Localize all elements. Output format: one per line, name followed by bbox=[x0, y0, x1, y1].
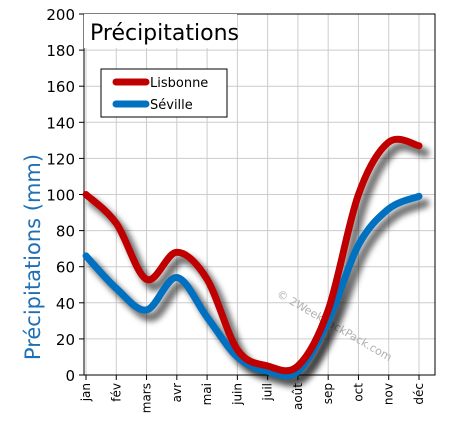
data-point bbox=[114, 286, 118, 290]
data-point bbox=[387, 207, 391, 211]
x-tick-label: déc bbox=[412, 383, 426, 405]
data-point bbox=[387, 140, 391, 144]
data-point bbox=[205, 277, 209, 281]
y-tick-label: 40 bbox=[56, 295, 75, 313]
x-tick-label: août bbox=[291, 383, 305, 410]
data-point bbox=[84, 193, 88, 196]
data-point bbox=[145, 308, 149, 312]
y-tick-label: 0 bbox=[65, 367, 75, 385]
data-point bbox=[356, 243, 360, 247]
y-tick-label: 200 bbox=[46, 6, 75, 24]
data-point bbox=[175, 276, 179, 280]
data-point bbox=[296, 364, 300, 368]
axis-layer: 0 20 40 60 80 100 120 140 160 180 200 jan fév mars avr… bbox=[46, 6, 426, 413]
x-tick-label: avr bbox=[170, 383, 184, 402]
y-tick-label: 160 bbox=[46, 78, 75, 96]
legend-label: Séville bbox=[150, 98, 193, 113]
x-tick-label: juil bbox=[261, 383, 275, 402]
title-box bbox=[84, 14, 237, 48]
data-point bbox=[356, 193, 360, 196]
x-tick-label: sep bbox=[321, 383, 335, 404]
x-tick-label: nov bbox=[382, 383, 396, 405]
x-tick-label: juin bbox=[230, 383, 244, 406]
x-tick-label: jan bbox=[79, 383, 93, 402]
legend-box bbox=[100, 68, 228, 118]
data-point bbox=[235, 348, 239, 352]
data-point bbox=[417, 144, 421, 148]
legend-label: Lisbonne bbox=[150, 76, 208, 91]
data-point bbox=[145, 277, 149, 281]
data-point bbox=[326, 308, 330, 312]
data-point bbox=[417, 194, 421, 198]
x-tick-label: oct bbox=[351, 383, 365, 402]
x-tick-label: mars bbox=[140, 383, 154, 413]
y-tick-label: 60 bbox=[56, 259, 75, 277]
data-point bbox=[114, 221, 118, 225]
y-tick-label: 100 bbox=[46, 187, 75, 205]
y-tick-label: 80 bbox=[56, 223, 75, 241]
data-point bbox=[205, 315, 209, 319]
data-point bbox=[175, 250, 179, 254]
x-tick-label: mai bbox=[200, 383, 214, 405]
y-axis-label: Précipitations (mm) bbox=[21, 154, 45, 360]
data-point bbox=[266, 369, 270, 373]
y-tick-label: 180 bbox=[46, 42, 75, 60]
legend: Lisbonne Séville bbox=[100, 68, 228, 118]
series-shadow bbox=[87, 198, 430, 388]
chart-title: Précipitations bbox=[90, 21, 239, 46]
series-layer bbox=[82, 135, 423, 380]
y-tick-label: 20 bbox=[56, 331, 75, 349]
grid-layer bbox=[84, 13, 435, 376]
data-point bbox=[84, 254, 88, 258]
data-point bbox=[266, 364, 270, 368]
y-tick-label: 140 bbox=[46, 114, 75, 132]
x-tick-label: fév bbox=[109, 383, 123, 402]
y-tick-label: 120 bbox=[46, 150, 75, 168]
